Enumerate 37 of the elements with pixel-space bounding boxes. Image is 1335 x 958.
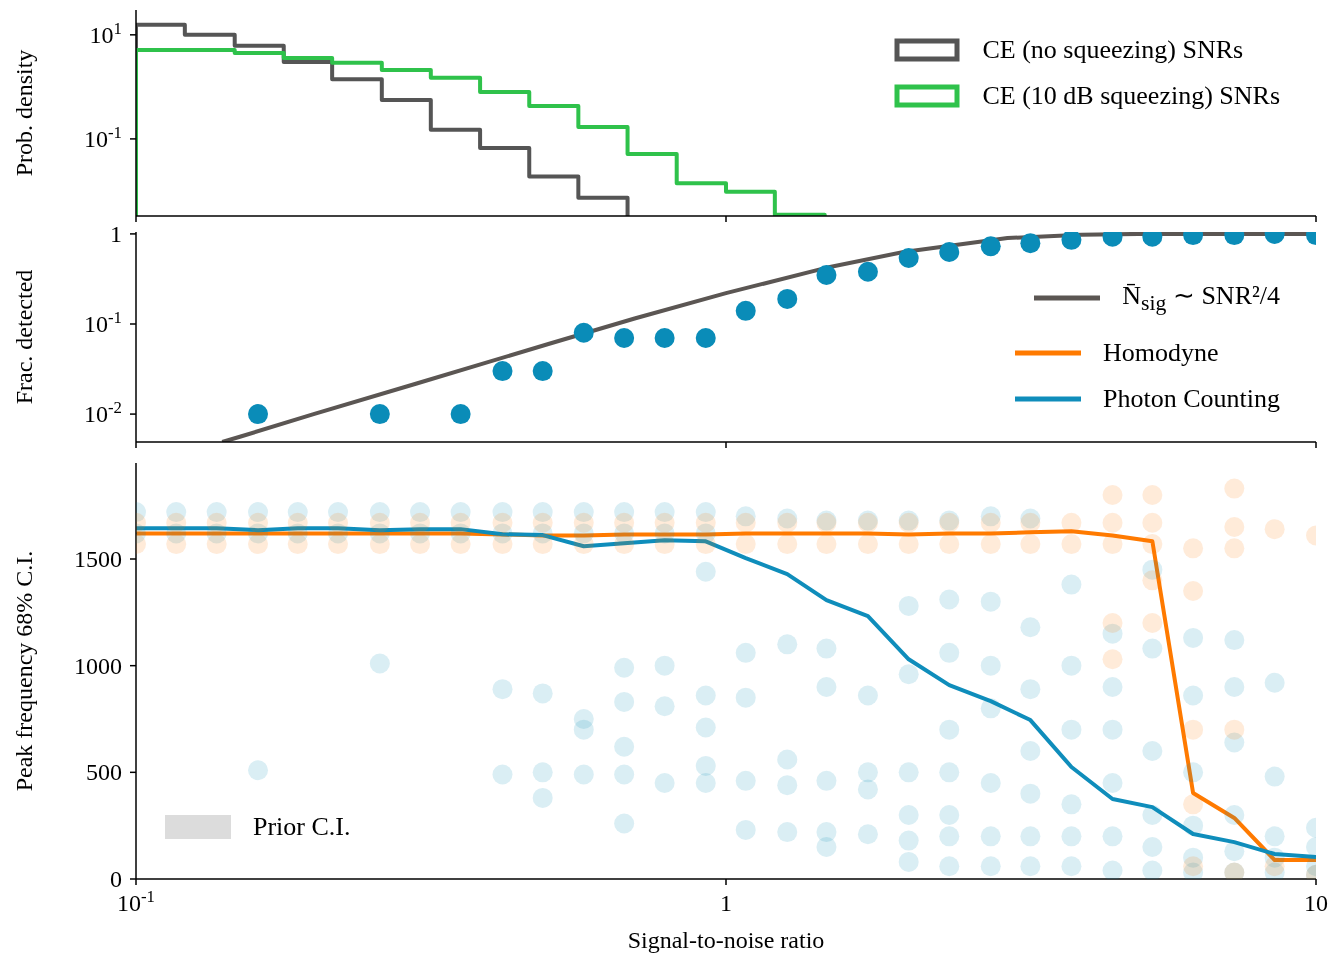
point: [573, 322, 594, 343]
point: [939, 241, 960, 262]
x-axis-title: Signal-to-noise ratio: [627, 927, 825, 953]
y-tick-label: 10$^{1}$: [89, 18, 122, 48]
point: [450, 404, 471, 425]
legend-label: Homodyne: [1103, 338, 1219, 368]
y-tick-label: 10$^{-1}$: [84, 307, 122, 337]
y-axis-title: Frac. detected: [10, 269, 37, 405]
y-tick-label: 1000: [74, 652, 122, 679]
y-axis-title: Prob. density: [10, 49, 37, 177]
point: [857, 261, 878, 282]
point: [614, 327, 635, 348]
legend-label: N̄$_{sig}$ ∼ SNR²/4: [1122, 279, 1280, 317]
point: [654, 327, 675, 348]
point: [898, 248, 919, 269]
point: [532, 361, 553, 382]
y-tick-label: 500: [86, 759, 122, 786]
legend-label: CE (10 dB squeezing) SNRs: [982, 81, 1280, 111]
point: [816, 264, 837, 285]
point: [735, 300, 756, 321]
y-tick-label: 10$^{-1}$: [84, 122, 122, 152]
point: [1061, 232, 1082, 250]
x-tick-label: 1: [720, 890, 732, 916]
y-tick-label: 1500: [74, 546, 122, 572]
point: [695, 327, 716, 348]
point: [777, 288, 798, 309]
point: [492, 361, 513, 382]
point: [980, 236, 1001, 257]
y-tick-label: 10$^{-2}$: [84, 397, 122, 428]
y-tick-label: 1: [110, 220, 122, 247]
x-tick-label: 10: [1304, 890, 1328, 916]
point: [1020, 233, 1041, 254]
y-tick-label: 0: [110, 866, 122, 892]
legend-label: Photon Counting: [1103, 384, 1280, 414]
legend-label: CE (no squeezing) SNRs: [982, 35, 1244, 65]
y-axis-title: Peak frequency 68% C.I.: [10, 550, 37, 792]
annotation: Prior C.I.: [253, 812, 351, 842]
